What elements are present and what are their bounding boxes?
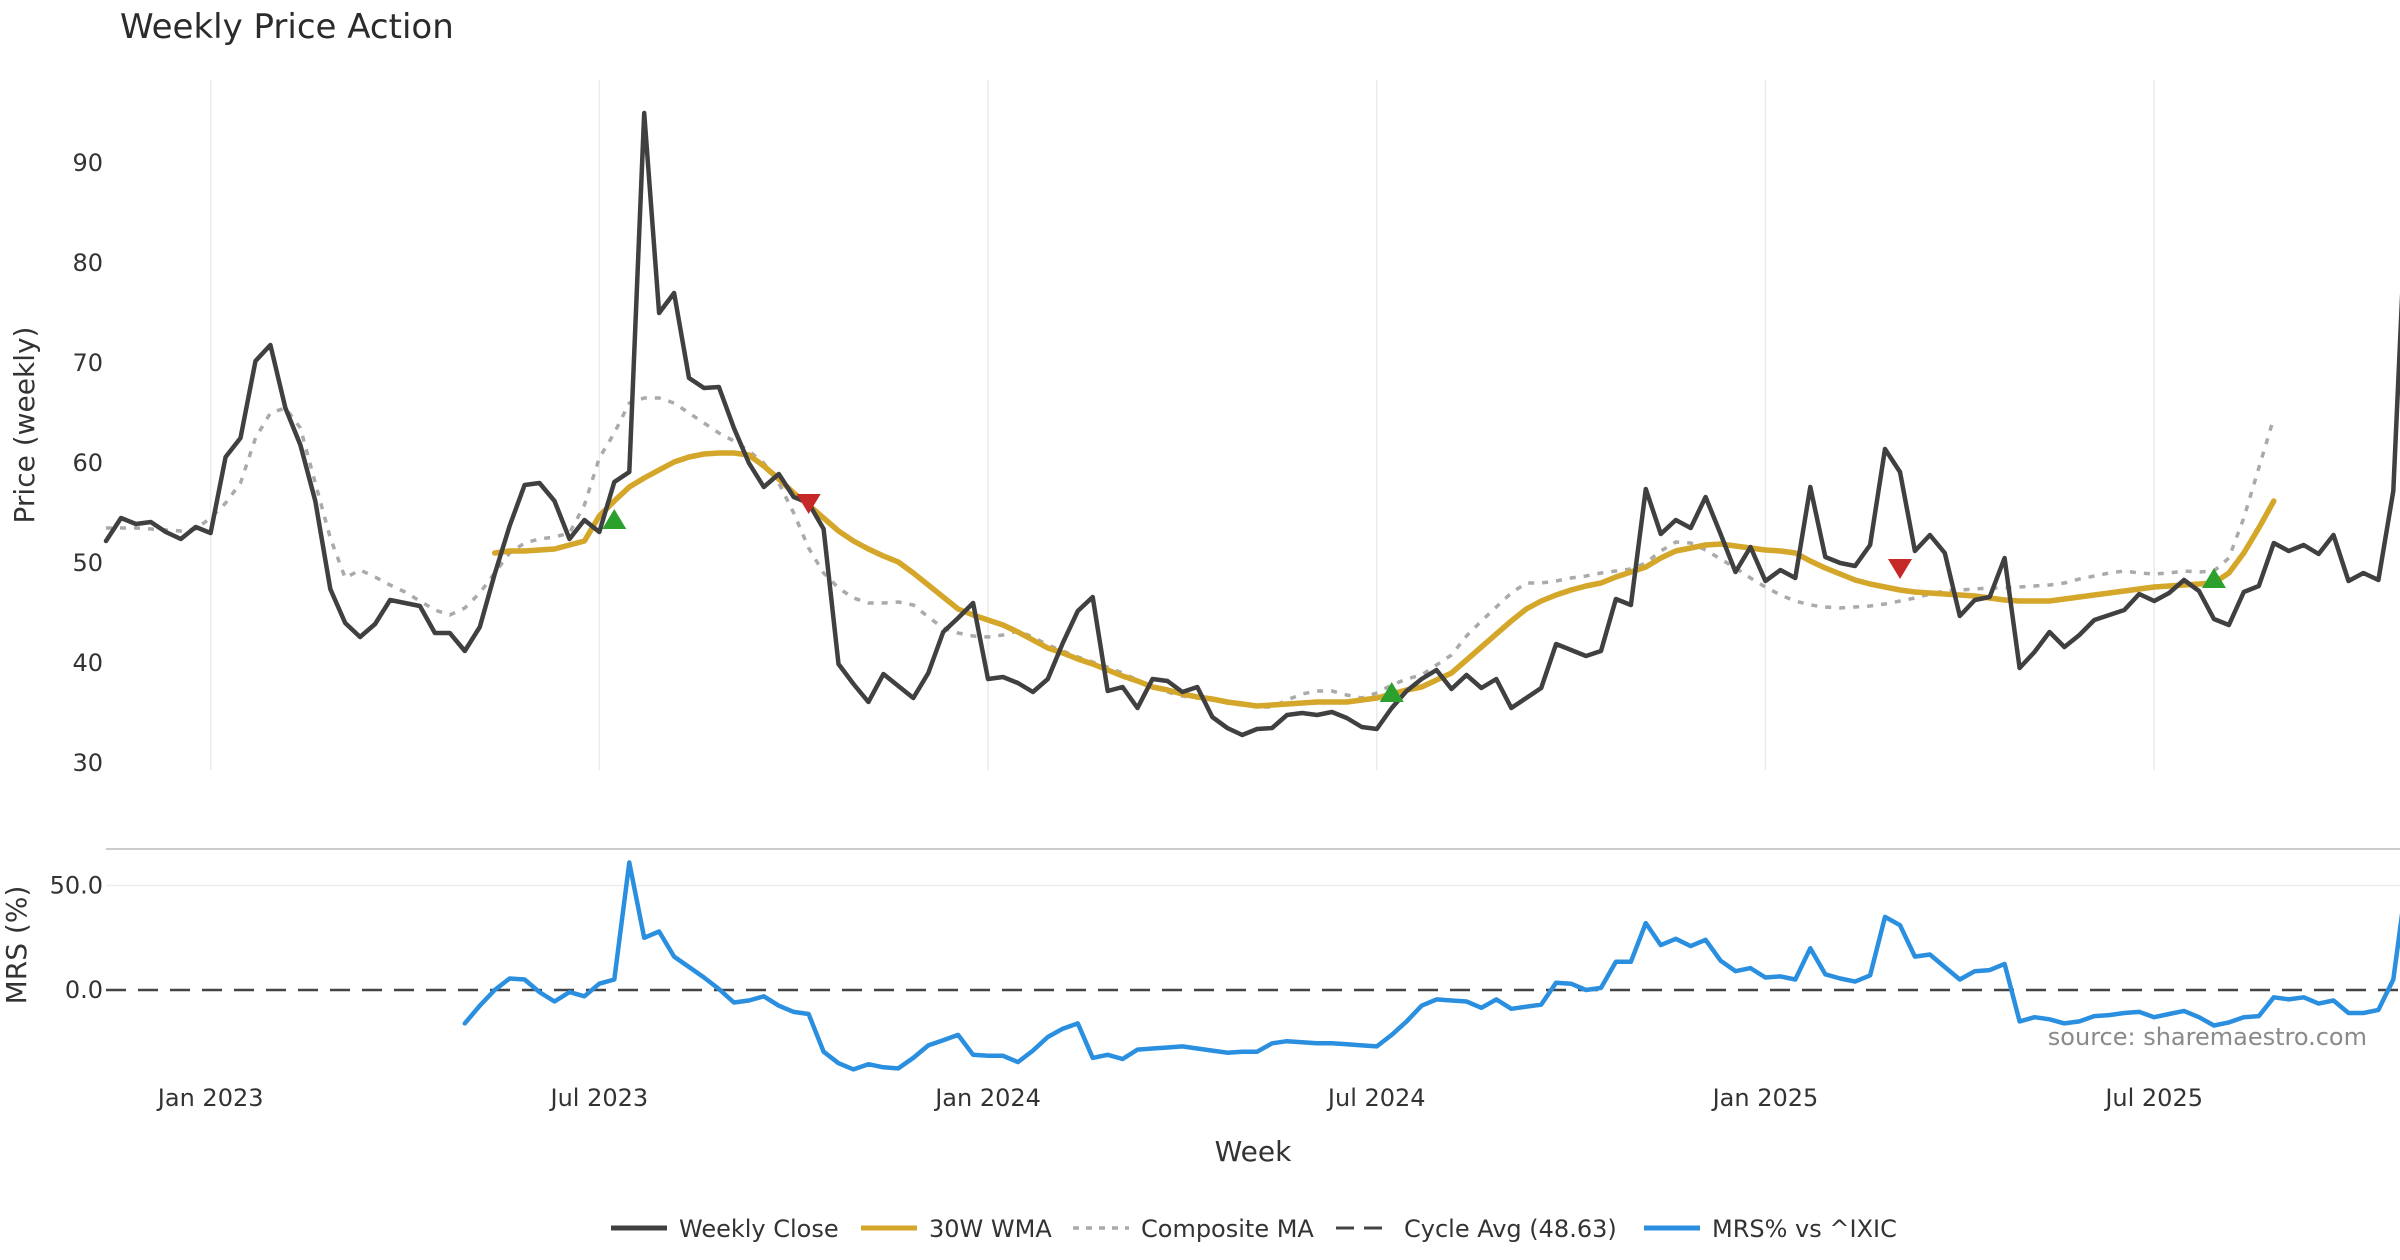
x-axis-label: Week — [1215, 1135, 1292, 1168]
price-y-ticks: 30 40 50 60 70 80 90 — [72, 149, 103, 777]
mrs-ytick-0: 50.0 — [50, 872, 103, 900]
legend-label-2: Composite MA — [1141, 1215, 1314, 1243]
price-gridlines — [209, 80, 2155, 770]
x-tick-3: Jul 2024 — [1326, 1084, 1426, 1112]
x-tick-2: Jan 2024 — [933, 1084, 1041, 1112]
x-tick-1: Jul 2023 — [549, 1084, 649, 1112]
sell-signal-marker-1 — [796, 494, 821, 514]
legend-label-0: Weekly Close — [679, 1215, 839, 1243]
chart-legend: Weekly Close 30W WMA Composite MA Cycle Avg… — [611, 1215, 1897, 1243]
x-tick-5: Jul 2025 — [2103, 1084, 2203, 1112]
mrs-y-ticks: 50.0 0.0 — [50, 872, 103, 1005]
price-ytick-40: 40 — [72, 649, 103, 677]
buy-signal-marker-0 — [602, 509, 627, 529]
signal-markers — [602, 494, 2226, 702]
price-y-axis-label: Price (weekly) — [8, 327, 41, 524]
x-tick-0: Jan 2023 — [156, 1084, 264, 1112]
price-ytick-90: 90 — [72, 149, 103, 177]
buy-signal-marker-2 — [1379, 682, 1404, 702]
price-ytick-60: 60 — [72, 449, 103, 477]
sell-signal-marker-3 — [1888, 559, 1912, 579]
legend-label-4: MRS% vs ^IXIC — [1712, 1215, 1897, 1243]
price-ytick-50: 50 — [72, 549, 103, 577]
chart-title: Weekly Price Action — [120, 7, 454, 47]
legend-label-1: 30W WMA — [929, 1215, 1052, 1243]
mrs-y-axis-label: MRS (%) — [0, 886, 33, 1005]
price-ytick-30: 30 — [72, 749, 103, 777]
x-tick-4: Jan 2025 — [1711, 1084, 1819, 1112]
price-ytick-80: 80 — [72, 249, 103, 277]
mrs-series-group — [106, 860, 2400, 1072]
series-mrs-vs-ixic — [462, 860, 2400, 1072]
legend-label-3: Cycle Avg (48.63) — [1404, 1215, 1617, 1243]
x-axis-ticks: Jan 2023 Jul 2023 Jan 2024 Jul 2024 Jan 2025… — [156, 1084, 2203, 1112]
mrs-ytick-1: 0.0 — [65, 976, 103, 1004]
series-weekly-close — [103, 110, 2400, 738]
buy-signal-marker-4 — [2201, 568, 2226, 588]
price-ytick-70: 70 — [72, 349, 103, 377]
source-note: source: sharemaestro.com — [2048, 1023, 2367, 1051]
